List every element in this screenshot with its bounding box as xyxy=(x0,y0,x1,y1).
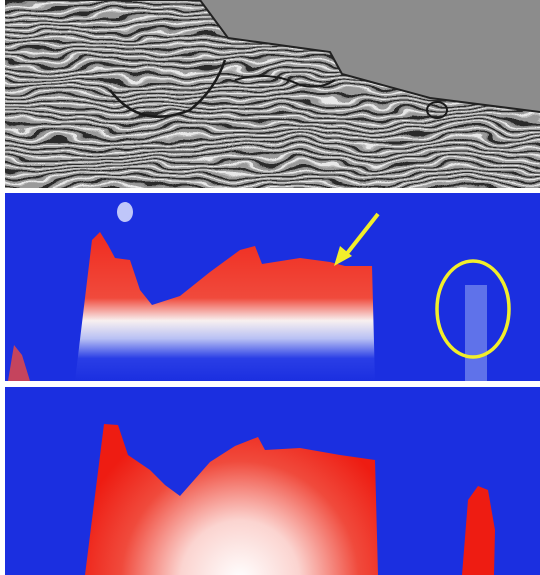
faint-anomaly xyxy=(117,202,133,222)
seismic-panel xyxy=(0,0,540,210)
faint-anomaly xyxy=(465,285,487,381)
model-panel xyxy=(5,193,540,381)
final-panel xyxy=(5,387,540,575)
